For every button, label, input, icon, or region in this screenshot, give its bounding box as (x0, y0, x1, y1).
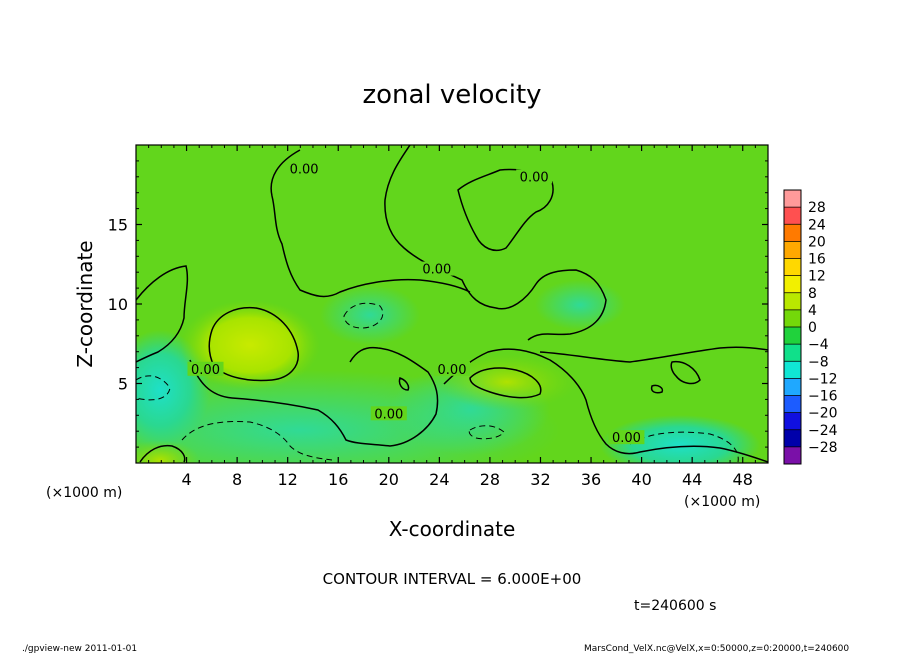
x-tick-label: 24 (429, 470, 449, 489)
contour-corner (139, 444, 186, 463)
contour-zero-mid (189, 346, 439, 447)
y-axis-unit: (×1000 m) (46, 485, 122, 501)
contour-label-bg (418, 261, 455, 276)
colorbar-swatch (784, 344, 801, 362)
y-tick-label: 10 (108, 295, 128, 314)
contour-label: 0.00 (438, 363, 467, 378)
contour-label: 0.00 (374, 407, 403, 422)
chart-title: zonal velocity (362, 80, 541, 110)
x-tick-label: 36 (581, 470, 601, 489)
colorbar-label: 28 (808, 200, 826, 216)
colorbar-label: 0 (808, 320, 817, 336)
field-cool-mid (320, 285, 420, 345)
x-tick-label: 20 (379, 470, 399, 489)
contour-label: 0.00 (191, 363, 220, 378)
colorbar-swatch (784, 309, 801, 328)
contour-label-bg (370, 406, 407, 421)
colorbar-swatch (784, 327, 801, 345)
contour-zero-lowmid (443, 348, 768, 463)
colorbar-label: −28 (808, 440, 838, 456)
x-tick-label: 48 (733, 470, 753, 489)
contour-small-b (650, 384, 664, 394)
x-tick-label: 40 (631, 470, 651, 489)
colorbar-label: −16 (808, 389, 838, 405)
colorbar-swatch (784, 361, 801, 379)
contour-label-bg (286, 161, 323, 176)
colorbar-swatch (784, 190, 801, 208)
y-axis: 5 10 15 (108, 160, 768, 448)
contour-warm-mid (469, 367, 542, 399)
contour-neg-right (629, 431, 739, 463)
colorbar-swatch (784, 241, 801, 259)
colorbar-swatch (784, 292, 801, 311)
x-tick-label: 4 (181, 470, 191, 489)
colorbar-label: 16 (808, 252, 826, 268)
contour-label: 0.00 (520, 170, 549, 185)
x-tick-label: 44 (682, 470, 702, 489)
contour-zero-island (457, 168, 554, 252)
contour-label: 0.00 (612, 431, 641, 446)
x-tick-label: 16 (328, 470, 348, 489)
contour-labels: 0.00 0.00 0.00 0.00 0.00 0.00 0.00 (187, 161, 645, 446)
colorbar-label: −24 (808, 423, 838, 439)
colorbar-label: 8 (808, 286, 817, 302)
colorbar-swatch (784, 275, 801, 294)
contour-label-bg (434, 361, 470, 376)
dashed-contours (136, 302, 739, 463)
colorbar-label: −20 (808, 406, 838, 422)
colorbar-label: −8 (808, 354, 829, 370)
colorbar-swatch (784, 412, 801, 431)
field-warm-mid (437, 354, 577, 410)
contour-label: 0.00 (290, 162, 319, 177)
colorbar-label: 24 (808, 217, 826, 233)
x-tick-label: 12 (278, 470, 298, 489)
y-tick-label: 15 (108, 216, 128, 235)
colorbar-swatch (784, 207, 801, 225)
contour-label-bg (608, 430, 645, 445)
colorbar-label: −12 (808, 371, 838, 387)
contour-zero-left (136, 265, 189, 363)
colorbar-swatch (784, 224, 801, 242)
footer-left: ./gpview-new 2011-01-01 (22, 644, 137, 654)
time-label: t=240600 s (634, 598, 716, 614)
colorbar-swatch (784, 446, 801, 465)
contour-neg-lowmid (468, 425, 505, 440)
contour-zero-upper-mid (384, 145, 607, 341)
contour-label: 0.00 (422, 263, 451, 278)
colorbar-swatch (784, 395, 801, 413)
x-tick-label: 32 (530, 470, 550, 489)
x-tick-label: 8 (232, 470, 242, 489)
contour-neg-left (136, 375, 171, 401)
colorbar-label: 12 (808, 269, 826, 285)
contour-interval-text: CONTOUR INTERVAL = 6.000E+00 (323, 570, 582, 588)
footer-right: MarsCond_VelX.nc@VelX,x=0:50000,z=0:2000… (584, 644, 849, 654)
plot-area (136, 145, 768, 463)
contour-zero-upper-left (270, 149, 471, 298)
contour-neg-mid-upper (343, 302, 384, 329)
contour-label-bg (516, 169, 553, 184)
y-axis-label: Z-coordinate (73, 240, 97, 367)
colorbar-swatch (784, 378, 801, 396)
contour-neg-bottom (181, 421, 333, 461)
contour-zero-right (539, 346, 768, 363)
colorbar-swatch (784, 429, 801, 448)
x-axis: 4 8 12 16 20 24 28 32 36 40 44 48 (148, 145, 756, 489)
colorbar-label: −4 (808, 337, 829, 353)
y-tick-label: 5 (118, 375, 128, 394)
contour-label-bg (187, 361, 224, 376)
field-cool-right (600, 415, 760, 463)
x-axis-label: X-coordinate (389, 517, 516, 541)
x-axis-unit: (×1000 m) (684, 494, 760, 510)
contour-lines (136, 145, 768, 463)
colorbar-label: 4 (808, 303, 817, 319)
x-tick-label: 28 (480, 470, 500, 489)
colorbar-swatch (784, 258, 801, 276)
colorbar-label: 20 (808, 234, 826, 250)
contour-right-blob (670, 360, 701, 385)
contour-small-a (398, 377, 410, 391)
field-cool-upper (535, 280, 625, 330)
